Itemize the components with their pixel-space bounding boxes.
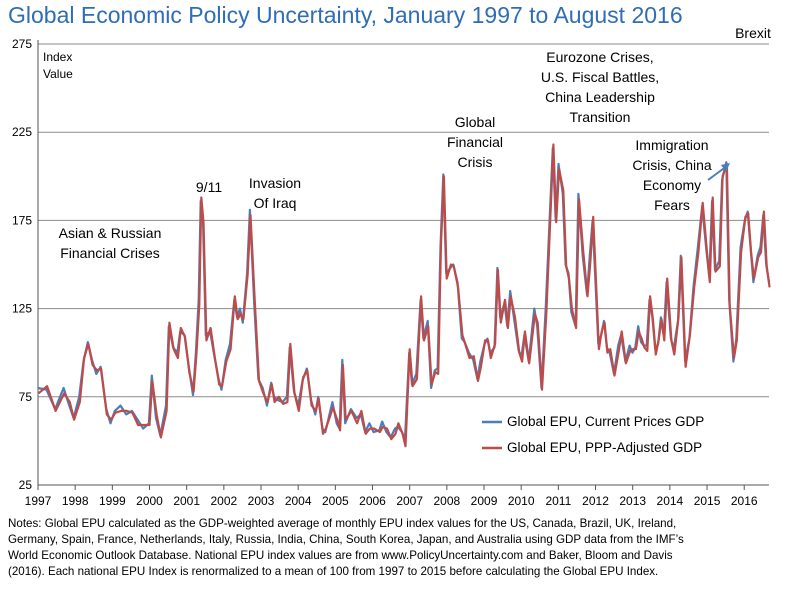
annotation-text: Of Iraq (254, 195, 297, 211)
x-tick-label: 2006 (359, 494, 386, 508)
legend-label: Global EPU, Current Prices GDP (507, 414, 704, 429)
notes-line: Germany, Spain, France, Netherlands, Ita… (8, 533, 684, 546)
series-lines (37, 143, 771, 448)
annotation-text: Transition (570, 109, 631, 125)
epu-line-chart: 25 75 125 175 225 275 1997 1998 1999 2000 2001 200… (12, 25, 771, 508)
annotation-text: Brexit (735, 25, 771, 41)
chart-title: Global Economic Policy Uncertainty, Janu… (8, 2, 683, 28)
x-tick-label: 2001 (173, 494, 200, 508)
annotation-text: Global (455, 114, 495, 130)
x-tick-label: 2011 (545, 494, 571, 508)
axes (37, 40, 769, 490)
y-tick-label: 125 (12, 302, 32, 316)
x-tick-label: 2013 (619, 494, 646, 508)
x-tick-label: 1997 (25, 494, 52, 508)
y-tick-label: 275 (12, 37, 32, 51)
y-tick-labels: 25 75 125 175 225 275 (12, 37, 32, 492)
annotation-text: Crisis, China (632, 157, 712, 173)
x-tick-label: 2002 (210, 494, 237, 508)
y-tick-label: 175 (12, 213, 32, 227)
x-tick-label: 2007 (396, 494, 423, 508)
x-tick-label: 1998 (62, 494, 89, 508)
annotation-text: Financial (447, 134, 503, 150)
annotation-text: Immigration (635, 137, 708, 153)
annotation-arrow-head (721, 163, 730, 172)
x-tick-label: 1999 (99, 494, 126, 508)
x-tick-label: 2004 (285, 494, 312, 508)
legend-label: Global EPU, PPP-Adjusted GDP (507, 440, 702, 455)
series-line-ppp-adjusted (37, 143, 771, 448)
x-tick-label: 2016 (731, 494, 758, 508)
x-tick-labels: 1997 1998 1999 2000 2001 2002 2003 2004 2005 2006… (25, 494, 758, 508)
notes-line: World Economic Outlook Database. Nationa… (8, 549, 673, 562)
legend: Global EPU, Current Prices GDP Global EPU… (482, 414, 704, 455)
y-axis-label-line1: Index (43, 50, 72, 64)
x-tick-label: 2000 (136, 494, 163, 508)
x-tick-label: 2009 (471, 494, 498, 508)
y-tick-label: 75 (19, 390, 33, 404)
x-tick-label: 2003 (248, 494, 275, 508)
x-tick-label: 2010 (508, 494, 535, 508)
x-tick-label: 2015 (694, 494, 721, 508)
x-tick-label: 2008 (434, 494, 461, 508)
annotation-text: Fears (654, 197, 690, 213)
y-tick-label: 25 (19, 478, 33, 492)
annotation-text: Asian & Russian (59, 225, 162, 241)
y-tick-label: 225 (12, 125, 32, 139)
annotations: Asian & Russian Financial Crises 9/11 Invas… (59, 25, 771, 261)
annotation-text: 9/11 (196, 179, 222, 195)
x-tick-label: 2012 (582, 494, 609, 508)
annotation-text: Crisis (458, 154, 493, 170)
notes-block: Notes: Global EPU calculated as the GDP-… (8, 516, 794, 580)
annotation-text: Invasion (249, 175, 301, 191)
annotation-text: U.S. Fiscal Battles, (541, 69, 659, 85)
y-axis-label-line2: Value (43, 67, 73, 81)
annotation-text: Eurozone Crises, (546, 49, 653, 65)
annotation-text: Economy (643, 177, 701, 193)
annotation-text: China Leadership (545, 89, 655, 105)
x-tick-label: 2005 (322, 494, 349, 508)
annotation-text: Financial Crises (60, 245, 160, 261)
notes-line: Notes: Global EPU calculated as the GDP-… (8, 517, 677, 530)
x-tick-label: 2014 (657, 494, 684, 508)
notes-line: (2016). Each national EPU Index is renor… (8, 565, 659, 578)
